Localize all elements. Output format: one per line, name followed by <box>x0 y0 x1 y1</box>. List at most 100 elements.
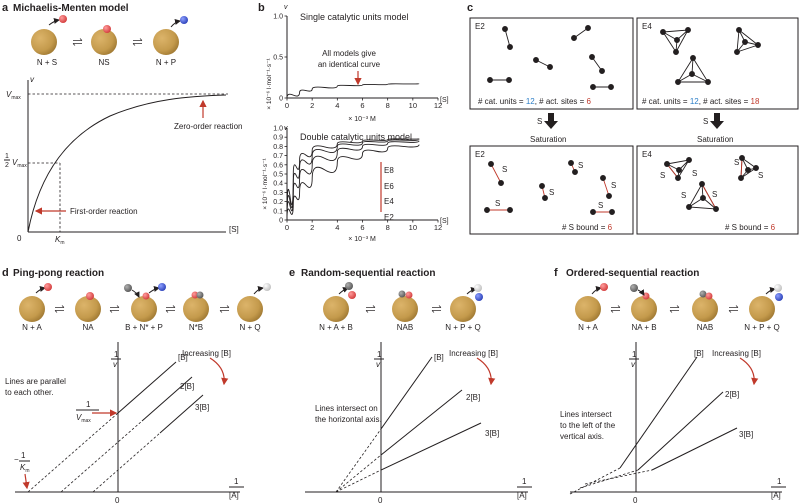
svg-text:S: S <box>758 171 763 180</box>
note-line1: Lines intersect <box>560 410 612 419</box>
x-tick-label: 0 <box>285 101 289 110</box>
species-label: NA <box>82 323 94 332</box>
extrapolation-b <box>27 412 119 493</box>
x-tick-label: 2 <box>310 223 314 232</box>
svg-text:S: S <box>734 158 739 167</box>
extrapolation-3b <box>584 469 653 485</box>
note-line2: to the left of the <box>560 421 616 430</box>
x-tick-label: 6 <box>360 101 364 110</box>
svg-text:S: S <box>598 201 603 210</box>
line-2b <box>141 376 193 422</box>
enzyme-n-star-b <box>183 291 209 322</box>
species-label: N + P <box>156 58 176 67</box>
line-label: 3[B] <box>485 429 499 438</box>
note-line3: vertical axis. <box>560 432 604 441</box>
x-axis-den: [A] <box>771 491 781 500</box>
line-3b <box>159 394 204 434</box>
species-label: NS <box>98 58 109 67</box>
y-tick-label: 1.0 <box>273 14 283 21</box>
arrow-down-e4 <box>710 113 724 129</box>
x-tick-label: 2 <box>310 101 314 110</box>
species-label: N + Q <box>239 323 260 332</box>
e4-count: # cat. units = 12, # act. sites = 18 <box>642 97 760 106</box>
chart-single-units: 0 2 4 6 8 10 12 0 0.5 1.0 <box>273 14 442 111</box>
x-intercept-num: 1 <box>21 451 26 460</box>
increasing-label: Increasing [B] <box>712 349 761 358</box>
line-2b <box>637 391 724 471</box>
x-tick-label: 0 <box>285 223 289 232</box>
y-axis-den: v <box>376 360 381 369</box>
svg-text:S: S <box>495 199 500 208</box>
chart-top-title: Single catalytic units model <box>300 12 409 22</box>
x-tick-label: 6 <box>360 223 364 232</box>
enzyme-nab <box>392 290 418 322</box>
x-tick-label: 4 <box>335 101 339 110</box>
e2-label: E2 <box>475 22 485 31</box>
first-order-label: First-order reaction <box>70 207 138 216</box>
chart-bottom-v: v <box>284 125 288 132</box>
note-line1: Lines are parallel <box>5 377 66 386</box>
curve-label-e8: E8 <box>384 166 394 175</box>
increasing-label: Increasing [B] <box>182 349 231 358</box>
equilibrium-arrows <box>610 305 621 313</box>
increasing-arrow <box>739 357 759 386</box>
y-axis-den: v <box>113 360 118 369</box>
zero-order-label: Zero-order reaction <box>174 122 242 131</box>
svg-text:S: S <box>681 191 686 200</box>
series-line-all-models <box>286 83 420 99</box>
e2-label: E2 <box>475 150 485 159</box>
line-3b <box>651 427 738 471</box>
enzyme-n-a <box>19 283 52 322</box>
enzyme-b-n-star-p <box>124 283 166 322</box>
x-axis-num: 1 <box>234 477 239 486</box>
y-tick-label: 0.3 <box>273 190 283 197</box>
y-tick-label: 0.9 <box>273 135 283 142</box>
chart-double-units: 0 2 4 6 8 10 12 0 0.1 0.2 0.3 0.4 0.5 0.6 0.7 0.8 0.9 1.0 <box>273 126 442 233</box>
panel-title: Ping-pong reaction <box>13 268 104 279</box>
annotation-line2: an identical curve <box>318 60 381 69</box>
increasing-arrow <box>476 357 496 386</box>
e4-saturated-tetramers <box>664 155 759 212</box>
line-label: [B] <box>694 349 704 358</box>
species-label: N*B <box>189 323 203 332</box>
line-label: [B] <box>178 353 188 362</box>
half-den: 2 <box>5 162 9 169</box>
x-intercept-sign: − <box>14 455 19 464</box>
michaelis-menten-curve <box>27 94 227 233</box>
panel-b: b Single catalytic units model Double ca… <box>258 2 449 243</box>
y-tick-label: 0 <box>279 218 283 225</box>
line-b <box>380 356 433 430</box>
chart-top-xunit: × 10⁻³ M <box>348 116 376 123</box>
panel-letter: b <box>258 2 265 14</box>
extrapolation-b <box>569 467 621 495</box>
line-label: 2[B] <box>180 382 194 391</box>
panel-title: Michaelis-Menten model <box>13 3 129 14</box>
chart-bottom-ylabel: × 10⁻⁶ l·mol⁻¹·s⁻¹ <box>262 157 269 209</box>
chart-bottom-title: Double catalytic units model <box>300 132 412 142</box>
series-line-e6 <box>286 139 420 221</box>
y-tick-label: 0.7 <box>273 153 283 160</box>
panel-title: Random-sequential reaction <box>301 268 435 279</box>
saturation-e4: Saturation <box>697 135 733 144</box>
chart-top-s: [S] <box>440 97 449 104</box>
svg-text:S: S <box>611 181 616 190</box>
panel-letter: a <box>2 2 9 14</box>
panel-letter: e <box>289 267 295 279</box>
extrapolation-2b <box>335 454 382 493</box>
species-label: N + A <box>22 323 42 332</box>
extrapolation-3b <box>335 469 382 493</box>
arrow-s-e4: S <box>703 117 708 126</box>
equilibrium-arrows <box>109 305 120 313</box>
line-label: [B] <box>434 353 444 362</box>
extrapolation-3b <box>92 432 161 493</box>
x-axis-den: [A] <box>229 491 239 500</box>
arrow-down-e2 <box>544 113 558 129</box>
e2-count: # cat. units = 12, # act. sites = 6 <box>478 97 592 106</box>
enzyme-nab <box>692 290 718 322</box>
enzyme-n-p-q <box>450 284 483 322</box>
panel-title: Ordered-sequential reaction <box>566 268 699 279</box>
x-axis-num: 1 <box>522 477 527 486</box>
equilibrium-arrows <box>728 305 739 313</box>
panel-d: d Ping-pong reaction N + A NA B + N* + P <box>2 267 271 504</box>
origin-label: 0 <box>115 496 120 504</box>
